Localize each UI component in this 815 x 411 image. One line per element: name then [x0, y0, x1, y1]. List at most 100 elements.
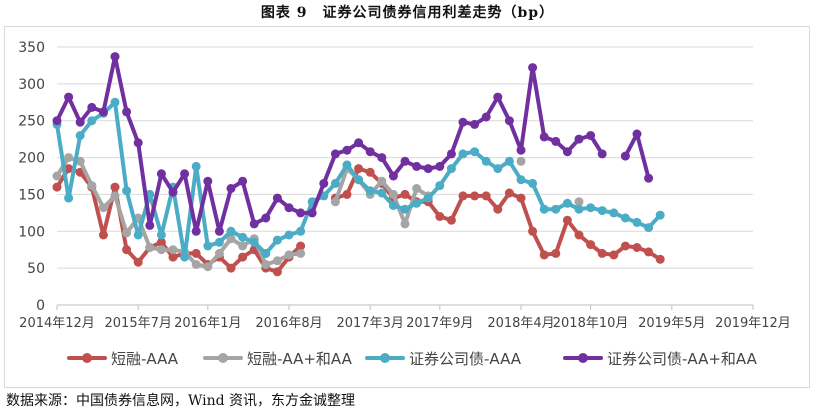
data-point — [655, 254, 665, 264]
data-point — [423, 193, 433, 203]
data-point — [644, 173, 654, 183]
x-tick-label: 2019年5月 — [638, 316, 705, 331]
data-point — [551, 136, 561, 146]
data-point — [365, 147, 375, 157]
x-tick-label: 2017年9月 — [406, 316, 473, 331]
data-point — [203, 176, 213, 186]
data-point — [226, 226, 236, 236]
data-point — [412, 184, 422, 193]
data-point — [400, 156, 410, 166]
data-point — [110, 52, 120, 62]
data-point — [284, 230, 294, 240]
y-tick-label: 350 — [18, 40, 45, 56]
data-point — [64, 92, 74, 102]
data-point — [655, 210, 665, 220]
y-tick-label: 200 — [18, 151, 45, 167]
data-point — [400, 189, 410, 199]
data-point — [574, 204, 584, 214]
data-point — [296, 208, 306, 218]
data-point — [342, 145, 352, 155]
data-point — [191, 260, 201, 269]
data-point — [504, 188, 514, 198]
data-point — [539, 250, 549, 260]
data-point — [446, 149, 456, 159]
data-point — [377, 176, 387, 186]
data-point — [342, 189, 352, 199]
data-point — [504, 116, 514, 126]
data-point — [75, 131, 85, 140]
data-point — [168, 187, 178, 197]
data-point — [87, 102, 97, 112]
data-point — [156, 237, 166, 247]
data-point — [156, 169, 166, 179]
data-point — [330, 149, 340, 159]
data-point — [504, 156, 514, 166]
data-point — [528, 178, 538, 188]
data-point — [562, 147, 572, 157]
data-point — [609, 208, 619, 218]
data-point — [133, 230, 143, 240]
data-point — [156, 245, 166, 255]
data-point — [365, 167, 375, 177]
data-point — [122, 245, 132, 255]
data-point — [586, 240, 596, 250]
x-tick-label: 2018年10月 — [553, 316, 629, 331]
data-point — [539, 204, 549, 214]
data-point — [98, 230, 108, 240]
data-point — [481, 191, 491, 201]
data-point — [110, 97, 120, 107]
data-point — [493, 204, 503, 214]
data-point — [458, 117, 468, 127]
series-4 — [52, 52, 654, 236]
data-point — [307, 208, 317, 218]
y-tick-label: 0 — [36, 298, 45, 314]
data-point — [64, 164, 74, 174]
data-point — [528, 63, 538, 73]
data-point — [191, 226, 201, 236]
x-tick-label: 2018年4月 — [487, 316, 554, 331]
data-point — [597, 248, 607, 258]
data-point — [122, 228, 132, 238]
data-point — [388, 189, 398, 199]
data-point — [446, 215, 456, 225]
data-point — [296, 226, 306, 236]
data-point — [597, 149, 607, 159]
data-point — [296, 248, 306, 258]
y-axis-ticks: 0 50 100 150 200 250 300 350 — [18, 40, 45, 314]
data-point — [64, 153, 74, 163]
chart-area: 0 50 100 150 200 250 300 350 2014年12月 2015年7月 201… — [4, 26, 810, 388]
data-point — [516, 145, 526, 155]
data-point — [226, 263, 236, 273]
data-point — [319, 178, 329, 188]
data-point — [110, 191, 120, 201]
series-line — [55, 166, 303, 274]
legend-item: 短融-AA+和AA — [203, 350, 353, 368]
data-point — [365, 186, 375, 196]
x-axis-ticks: 2014年12月 2015年7月 2016年1月 2016年8月 2017年3月 2017… — [19, 305, 791, 331]
data-point — [180, 169, 190, 179]
data-point — [64, 193, 74, 203]
data-point — [180, 252, 190, 262]
data-point — [98, 107, 108, 117]
legend-swatch-marker — [578, 353, 588, 363]
data-point — [644, 223, 654, 233]
data-point — [203, 262, 213, 272]
data-point — [52, 182, 62, 192]
data-point — [272, 267, 282, 277]
data-point — [516, 193, 526, 203]
data-point — [226, 184, 236, 193]
data-point — [481, 112, 491, 122]
data-point — [377, 153, 387, 163]
chart-title: 图表 9 证券公司债券信用利差走势（bp） — [260, 5, 555, 21]
data-point — [168, 245, 178, 255]
data-point — [342, 160, 352, 170]
legend-item: 证券公司债-AAA — [365, 350, 522, 368]
data-point — [284, 203, 294, 213]
source-note: 数据来源：中国债券信息网，Wind 资讯，东方金诚整理 — [6, 393, 356, 409]
data-point — [632, 129, 642, 139]
data-point — [87, 181, 97, 191]
legend-item: 短融-AAA — [67, 350, 179, 368]
legend-item: 证券公司债-AA+和AA — [563, 350, 758, 368]
data-point — [644, 247, 654, 257]
data-point — [354, 164, 364, 174]
